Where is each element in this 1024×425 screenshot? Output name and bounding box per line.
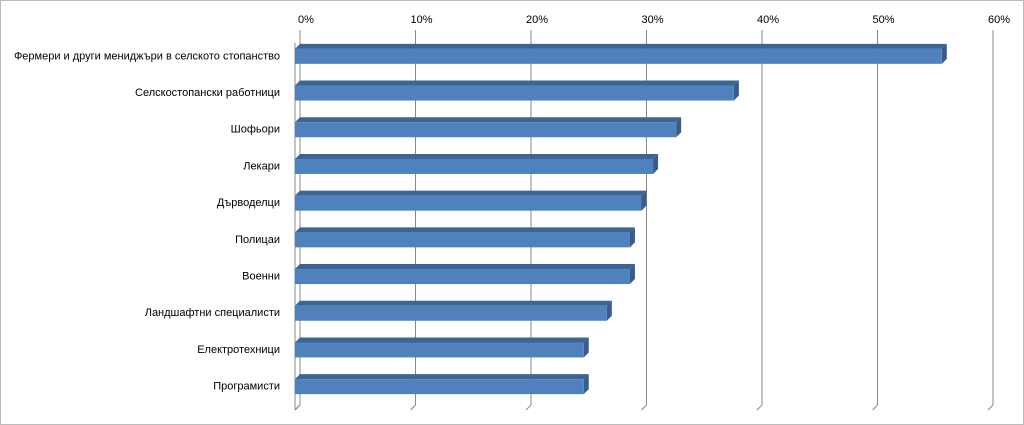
bar [295,305,607,321]
bar-side [629,227,635,248]
y-tick-label: Дърводелци [217,197,280,209]
x-tick-label: 20% [526,14,548,26]
bar-top [295,264,635,270]
bar-side [733,80,739,101]
bar-top [295,300,612,306]
y-tick-label: Ландшафтни специалисти [145,307,280,319]
bar-side [629,264,635,285]
y-tick-label: Фермери и други мениджъри в селското сто… [14,50,280,62]
bar [295,85,734,101]
bar-side [653,153,659,174]
grid-line-floor [410,404,416,411]
bar-top [295,117,682,123]
x-tick-label: 0% [298,14,314,26]
grid-line-floor [987,404,994,411]
bar-side [583,337,589,358]
bar-side [641,190,647,211]
x-tick-label: 60% [988,14,1010,26]
bar [295,232,630,248]
y-tick-label: Военни [242,270,280,282]
x-tick-label: 40% [757,14,779,26]
bar-side [676,117,682,138]
bar-top [295,153,659,159]
x-tick-label: 30% [641,14,663,26]
bar [295,269,630,285]
bar-top [295,227,635,233]
y-tick-label: Електротехници [197,344,280,356]
bar-top [295,80,739,86]
x-tick-label: 10% [410,14,432,26]
grid-line-floor [294,404,301,411]
bar [295,342,584,358]
bar-side [606,300,612,321]
y-tick-label: Селскостопански работници [135,87,280,99]
bar [295,379,584,395]
bar [295,195,642,211]
grid-line-floor [641,404,647,411]
bar-top [295,190,647,196]
bar-top [295,337,589,343]
bar-top [295,43,947,49]
y-tick-label: Шофьори [231,124,280,136]
y-tick-label: Лекари [243,160,280,172]
bar-top [295,374,589,380]
x-tick-label: 50% [872,14,894,26]
grid-line-floor [756,404,763,411]
grid-line-floor [872,404,878,411]
bar [295,122,677,138]
y-tick-label: Програмисти [213,381,280,393]
bar-side [583,374,589,395]
grid-line-floor [525,404,532,411]
bar [295,48,942,64]
bar-side [941,43,947,64]
y-tick-label: Полицаи [235,234,280,246]
bar [295,158,654,174]
